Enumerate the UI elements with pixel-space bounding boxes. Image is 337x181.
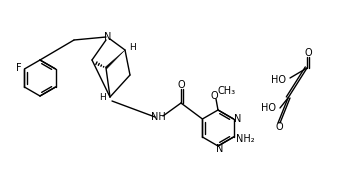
Text: N: N bbox=[104, 32, 112, 42]
Text: H: H bbox=[100, 94, 106, 102]
Text: N: N bbox=[234, 114, 241, 124]
Text: NH: NH bbox=[151, 112, 165, 122]
Text: HO: HO bbox=[261, 103, 276, 113]
Text: HO: HO bbox=[271, 75, 286, 85]
Text: H: H bbox=[129, 43, 135, 52]
Text: O: O bbox=[304, 48, 312, 58]
Text: O: O bbox=[210, 91, 218, 101]
Text: O: O bbox=[275, 122, 283, 132]
Text: N: N bbox=[216, 144, 224, 154]
Text: NH₂: NH₂ bbox=[236, 134, 255, 144]
Text: O: O bbox=[177, 80, 185, 90]
Text: CH₃: CH₃ bbox=[218, 86, 236, 96]
Text: F: F bbox=[16, 63, 21, 73]
Polygon shape bbox=[105, 50, 125, 69]
